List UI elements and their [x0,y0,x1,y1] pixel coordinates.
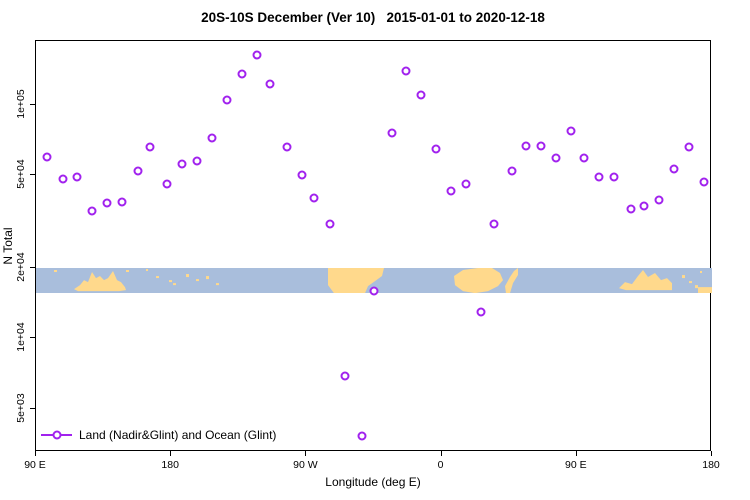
data-point [177,159,187,169]
x-axis-tick [711,451,712,456]
land-islet [146,269,148,272]
land-islet [54,270,57,273]
data-point [461,179,471,189]
data-point [626,204,636,214]
data-point [639,201,649,211]
land-islet [186,274,189,278]
land-shape [74,271,126,292]
data-point [431,144,441,154]
land-islet [126,270,129,273]
data-point [369,286,379,296]
data-point [446,186,456,196]
data-point [102,198,112,208]
data-point [654,195,664,205]
data-point [536,141,546,151]
x-axis-tick-label: 180 [161,459,179,471]
data-point [401,66,411,76]
land-shape [454,268,503,294]
legend-open-circle-icon [52,430,61,440]
data-point [237,69,247,79]
data-point [207,133,217,143]
land-islet [700,271,702,274]
data-point [669,164,679,174]
chart-title: 20S-10S December (Ver 10) 2015-01-01 to … [201,10,545,25]
data-point [192,156,202,166]
data-point [133,166,143,176]
y-axis-tick [30,174,35,176]
land-islet [169,280,172,283]
x-axis-tick [35,451,36,456]
data-point [594,172,604,182]
land-shape [505,268,518,294]
x-axis-tick-label: 90 E [24,459,46,471]
land-islet [156,276,159,279]
data-point [72,172,82,182]
y-axis-tick-label: 5e+04 [15,159,27,189]
x-axis-tick-label: 180 [702,459,720,471]
land-islet [695,285,698,289]
data-point [699,177,709,187]
land-islet [196,279,199,282]
y-axis-tick [30,267,35,269]
data-point [58,174,68,184]
x-axis-tick [575,451,577,456]
data-point [252,50,262,60]
data-point [507,166,517,176]
land-shape [328,268,384,294]
x-axis-tick [170,451,172,456]
x-axis-tick-label: 90 E [564,459,587,471]
land-islet [682,275,685,279]
legend-marker-icon [41,428,72,442]
data-point [340,371,350,381]
data-point [117,197,127,207]
data-point [489,219,499,229]
data-point [309,193,319,203]
data-point [609,172,619,182]
data-point [87,206,97,216]
y-axis-tick [30,337,35,339]
land-islet [206,276,209,280]
legend: Land (Nadir&Glint) and Ocean (Glint) [41,428,276,442]
data-point [162,179,172,189]
data-point [566,126,576,136]
y-axis-tick-label: 2e+04 [15,252,27,282]
data-point [325,219,335,229]
y-axis-tick-label: 1e+05 [15,89,27,119]
land-islet [689,281,692,284]
data-point [476,307,486,317]
y-axis-tick [30,103,35,105]
x-axis-tick-label: 0 [437,459,444,471]
x-axis-tick [440,451,442,456]
data-point [222,95,232,105]
land-islet [173,283,176,286]
land-islet [216,283,219,286]
x-axis-title: Longitude (deg E) [325,475,421,489]
y-axis-tick [30,407,35,409]
data-point [145,142,155,152]
data-point [265,79,275,89]
y-axis-tick-label: 1e+04 [15,322,27,353]
data-point [551,153,561,163]
data-point [579,153,589,163]
data-point [521,141,531,151]
data-point [387,128,397,138]
data-point [357,431,367,441]
x-axis-tick-label: 90 W [293,459,318,471]
data-point [297,170,307,180]
data-point [684,142,694,152]
land-shape [619,270,672,291]
data-point [42,152,51,162]
data-point [416,90,426,100]
legend-label: Land (Nadir&Glint) and Ocean (Glint) [79,428,277,442]
y-axis-title: N Total [1,227,15,265]
y-axis-tick-label: 5e+03 [15,392,27,423]
plot-area [35,40,712,451]
data-point [282,142,292,152]
land-islet [698,287,712,294]
x-axis-tick [305,451,307,456]
